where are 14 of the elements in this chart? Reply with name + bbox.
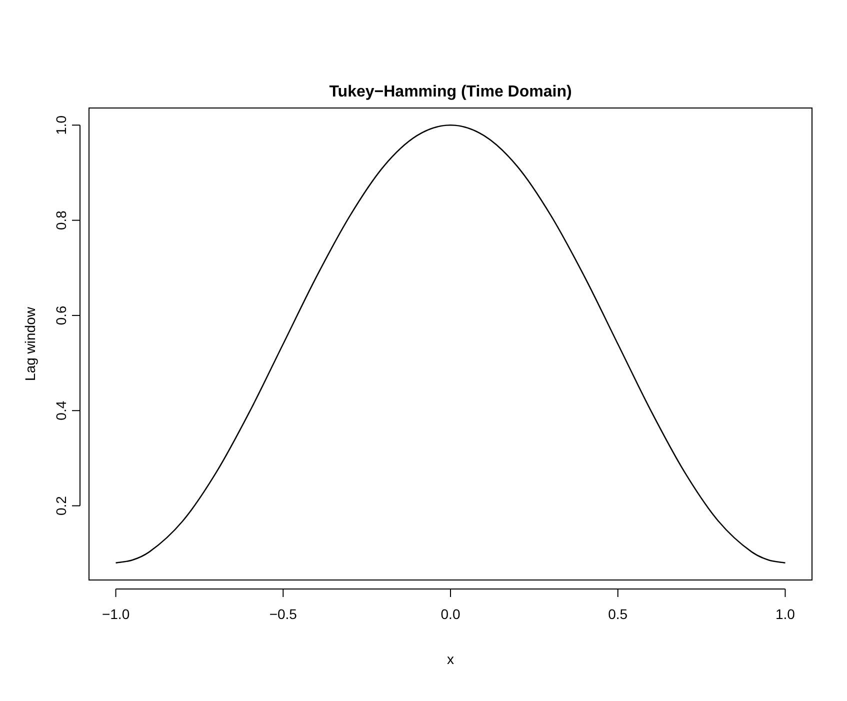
line-series — [115, 124, 786, 564]
x-tick-label: −0.5 — [269, 606, 298, 622]
x-tick-label: −1.0 — [102, 606, 130, 622]
x-tick-label: 0.5 — [608, 606, 628, 622]
y-tick-label: 0.6 — [52, 306, 69, 326]
x-tick-label: 0.0 — [440, 606, 460, 622]
y-tick-label: 0.8 — [52, 210, 69, 230]
y-tick-label: 1.0 — [52, 115, 69, 135]
x-axis-title: x — [447, 650, 454, 667]
chart-title: Tukey−Hamming (Time Domain) — [329, 83, 572, 100]
x-tick-label: 1.0 — [775, 606, 796, 622]
y-tick-label: 0.4 — [52, 400, 69, 420]
y-axis-title: Lag window — [22, 306, 38, 381]
y-tick-label: 0.2 — [52, 496, 69, 516]
